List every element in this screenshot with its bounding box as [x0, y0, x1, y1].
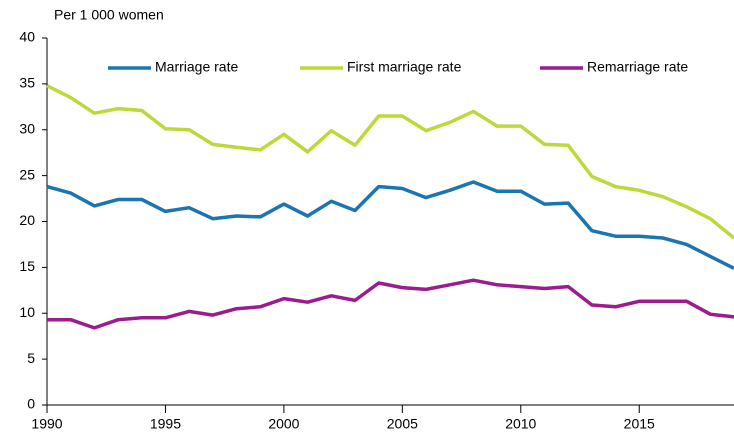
y-tick-label: 5: [27, 350, 35, 366]
x-tick-label: 2015: [624, 416, 655, 432]
series-line: [46, 84, 734, 240]
series-line: [46, 180, 734, 270]
legend-label: Marriage rate: [155, 59, 238, 75]
x-tick-label: 2005: [387, 416, 418, 432]
legend-label: First marriage rate: [347, 59, 462, 75]
x-tick-label: 2000: [268, 416, 299, 432]
y-tick-label: 15: [19, 258, 35, 274]
y-tick-label: 20: [19, 212, 35, 228]
y-tick-label: 0: [27, 396, 35, 412]
y-tick-label: 40: [19, 29, 35, 45]
x-tick-label: 2010: [505, 416, 536, 432]
x-tick-label: 1990: [31, 416, 62, 432]
legend-label: Remarriage rate: [587, 59, 688, 75]
y-tick-label: 30: [19, 120, 35, 136]
y-tick-label: 10: [19, 304, 35, 320]
y-tick-label: 25: [19, 166, 35, 182]
y-axis-label: Per 1 000 women: [54, 7, 164, 23]
y-tick-label: 35: [19, 75, 35, 91]
series-line: [47, 278, 734, 330]
x-tick-label: 1995: [150, 416, 181, 432]
